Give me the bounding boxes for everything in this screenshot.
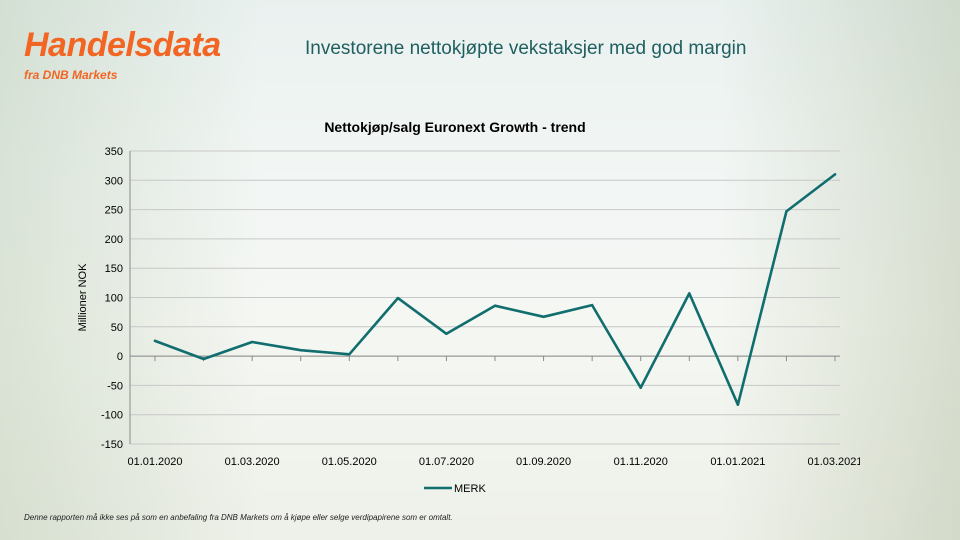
data-point bbox=[785, 210, 788, 213]
x-tick-label: 01.07.2020 bbox=[419, 456, 474, 468]
x-tick-label: 01.01.2021 bbox=[710, 456, 765, 468]
background-right-shade bbox=[720, 0, 960, 540]
y-tick-label: 0 bbox=[117, 351, 123, 363]
y-tick-label: 350 bbox=[105, 146, 123, 158]
brand-subtitle: fra DNB Markets bbox=[24, 68, 118, 82]
y-tick-label: 250 bbox=[105, 205, 123, 217]
x-tick-label: 01.05.2020 bbox=[322, 456, 377, 468]
data-point bbox=[590, 303, 594, 307]
chart-title: Nettokjøp/salg Euronext Growth - trend bbox=[324, 119, 585, 135]
x-tick-label: 01.11.2020 bbox=[614, 456, 668, 468]
data-point bbox=[542, 315, 545, 319]
line-chart: Nettokjøp/salg Euronext Growth - trend Mi… bbox=[77, 119, 860, 495]
y-tick-label: 200 bbox=[105, 234, 123, 246]
disclaimer-footer: Denne rapporten må ikke ses på som en an… bbox=[24, 513, 453, 522]
data-point bbox=[396, 296, 400, 300]
x-tick-label: 01.03.2021 bbox=[807, 456, 860, 468]
data-point bbox=[736, 403, 740, 406]
x-tick-label: 01.01.2020 bbox=[127, 456, 182, 468]
brand-block: Handelsdata fra DNB Markets bbox=[24, 28, 221, 82]
x-tick-label: 01.03.2020 bbox=[225, 456, 280, 468]
y-tick-label: 300 bbox=[105, 175, 123, 187]
y-tick-label: 150 bbox=[105, 263, 123, 275]
y-tick-label: -150 bbox=[101, 439, 123, 451]
data-point bbox=[202, 357, 205, 361]
data-point bbox=[833, 173, 837, 176]
data-point bbox=[250, 340, 254, 344]
data-point bbox=[639, 386, 642, 389]
y-tick-label: -50 bbox=[107, 380, 123, 392]
data-point bbox=[348, 353, 351, 356]
data-point bbox=[688, 292, 691, 295]
series-line-merk bbox=[153, 173, 837, 407]
data-point bbox=[445, 332, 448, 336]
y-axis-label: Millioner NOK bbox=[77, 263, 89, 332]
page-headline: Investorene nettokjøpte vekstaksjer med … bbox=[305, 38, 747, 59]
data-point bbox=[153, 339, 157, 343]
legend-label: MERK bbox=[454, 483, 486, 495]
x-tick-label: 01.09.2020 bbox=[516, 456, 571, 468]
y-tick-label: 50 bbox=[111, 322, 123, 334]
data-point bbox=[493, 304, 497, 307]
y-tick-label: 100 bbox=[105, 293, 123, 305]
data-point bbox=[299, 349, 302, 352]
y-tick-label: -100 bbox=[101, 410, 123, 422]
brand-title: Handelsdata bbox=[24, 26, 221, 64]
